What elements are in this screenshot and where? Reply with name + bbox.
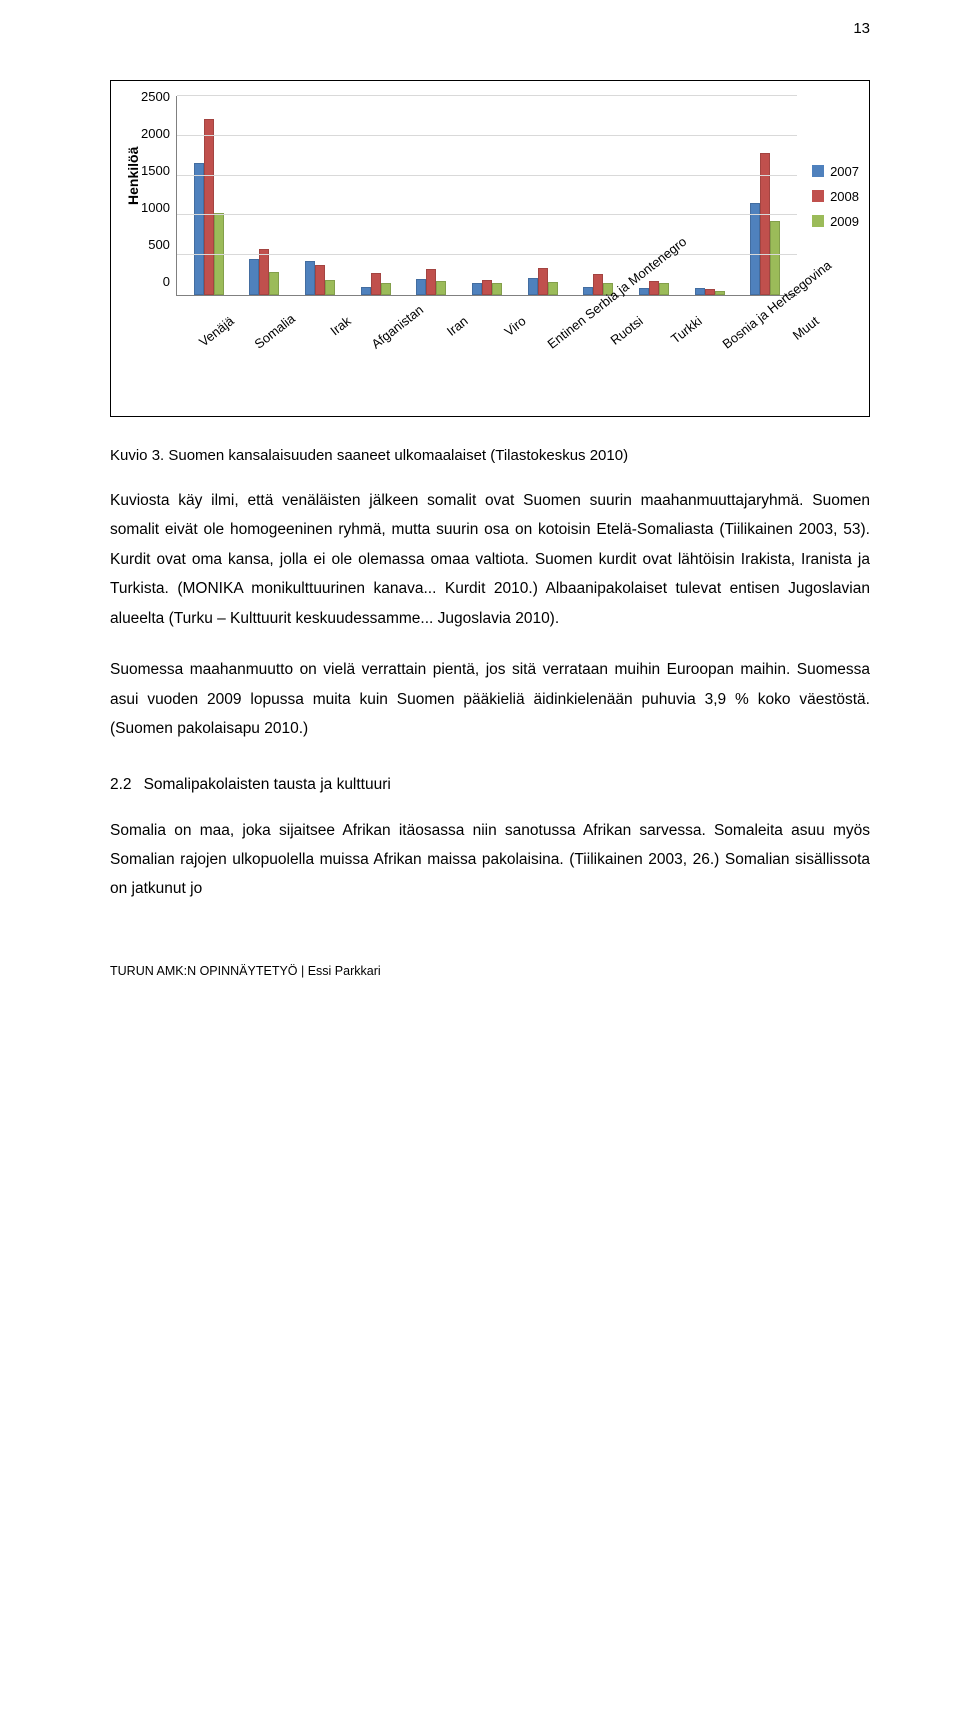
section-heading: 2.2 Somalipakolaisten tausta ja kulttuuri [110, 776, 870, 794]
gridline [177, 214, 797, 215]
bar [416, 279, 426, 295]
bar-group [187, 119, 230, 295]
legend-label: 2007 [830, 164, 859, 179]
bar [259, 249, 269, 295]
paragraph-1: Kuviosta käy ilmi, että venäläisten jälk… [110, 486, 870, 633]
bar [649, 281, 659, 295]
bar [528, 278, 538, 295]
page-footer: TURUN AMK:N OPINNÄYTETYÖ | Essi Parkkari [110, 964, 870, 978]
bar [305, 261, 315, 295]
bar [482, 280, 492, 295]
bar [315, 265, 325, 295]
x-axis-labels: VenäjäSomaliaIrakAfganistanIranViroEntin… [173, 296, 825, 406]
bar [269, 272, 279, 295]
paragraph-3: Somalia on maa, joka sijaitsee Afrikan i… [110, 816, 870, 904]
y-axis-label: Henkilöä [121, 96, 141, 296]
y-tick-label: 0 [163, 274, 170, 289]
legend-swatch [812, 165, 824, 177]
bar-group [521, 268, 564, 295]
page-number: 13 [853, 20, 870, 37]
legend-item: 2008 [812, 189, 859, 204]
legend-label: 2008 [830, 189, 859, 204]
bar [548, 282, 558, 295]
chart-grid [176, 96, 797, 296]
legend-label: 2009 [830, 214, 859, 229]
y-axis-ticks: 2500 2000 1500 1000 500 0 [141, 89, 176, 289]
legend-item: 2007 [812, 164, 859, 179]
bar [583, 287, 593, 295]
bar-group [410, 269, 453, 295]
bar [639, 288, 649, 295]
bar-group [299, 261, 342, 295]
bar [472, 283, 482, 295]
y-tick-label: 2000 [141, 126, 170, 141]
section-number: 2.2 [110, 776, 132, 793]
bar [204, 119, 214, 295]
bar [770, 221, 780, 295]
figure-caption: Kuvio 3. Suomen kansalaisuuden saaneet u… [110, 447, 870, 464]
y-tick-label: 500 [148, 237, 170, 252]
bar [492, 283, 502, 295]
bar [593, 274, 603, 295]
bar-group [243, 249, 286, 295]
bar [659, 283, 669, 295]
legend-item: 2009 [812, 214, 859, 229]
bar [371, 273, 381, 295]
section-title: Somalipakolaisten tausta ja kulttuuri [144, 776, 391, 793]
bar [381, 283, 391, 295]
gridline [177, 95, 797, 96]
bar [538, 268, 548, 295]
bar-group [688, 288, 731, 295]
chart-container: Henkilöä 2500 2000 1500 1000 500 0 2007 2008 20… [110, 80, 870, 417]
bar [715, 291, 725, 295]
bar [426, 269, 436, 295]
gridline [177, 254, 797, 255]
bar-group [466, 280, 509, 295]
bar [436, 281, 446, 295]
legend-swatch [812, 215, 824, 227]
y-tick-label: 2500 [141, 89, 170, 104]
gridline [177, 135, 797, 136]
bar [194, 163, 204, 295]
y-tick-label: 1000 [141, 200, 170, 215]
bar [750, 203, 760, 295]
bar-group [354, 273, 397, 295]
bar [705, 289, 715, 295]
bar [325, 280, 335, 295]
bar [361, 287, 371, 295]
paragraph-2: Suomessa maahanmuutto on vielä verrattai… [110, 655, 870, 743]
gridline [177, 175, 797, 176]
bar [249, 259, 259, 295]
bar [695, 288, 705, 295]
legend-swatch [812, 190, 824, 202]
y-tick-label: 1500 [141, 163, 170, 178]
